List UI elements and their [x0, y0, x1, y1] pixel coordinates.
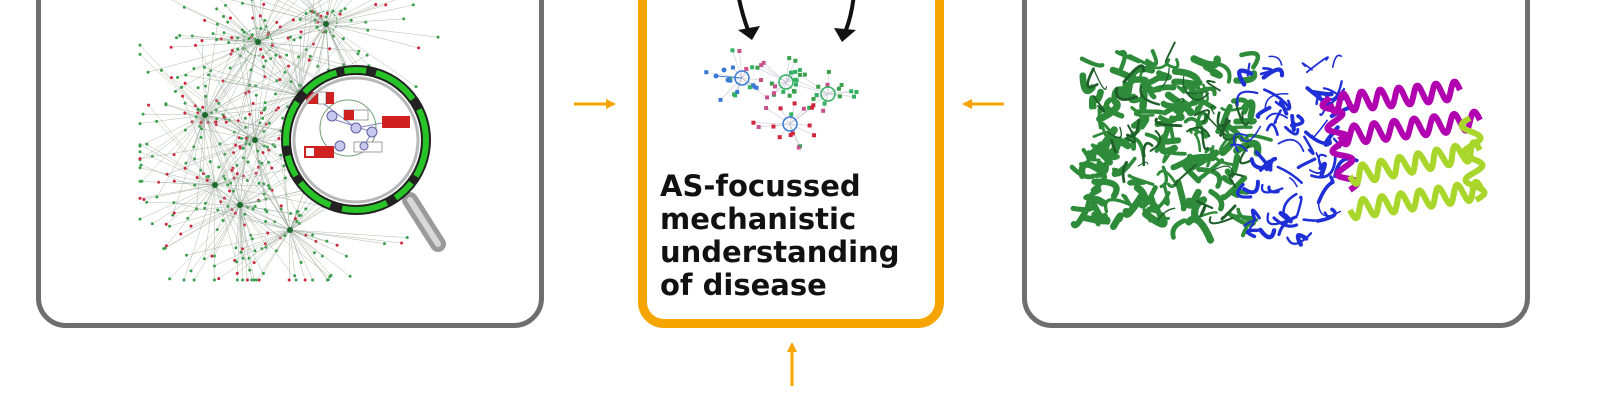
- orange-arrows: [574, 99, 1004, 386]
- subnetwork-icon: [704, 48, 859, 150]
- center-panel: [638, 0, 944, 328]
- left-panel: [36, 0, 544, 328]
- caption-line-3: understanding: [660, 235, 900, 269]
- protein-structure-icon: [1069, 41, 1488, 247]
- caption-line-2: mechanistic: [660, 202, 857, 236]
- right-panel: [1022, 0, 1530, 328]
- input-arrows: [737, 0, 856, 42]
- caption-line-1: AS-focussed: [660, 169, 861, 203]
- caption-line-4: of disease: [660, 268, 827, 302]
- magnifying-glass-icon: [281, 65, 446, 252]
- center-caption: AS-focussed mechanistic understanding of…: [660, 170, 940, 302]
- network-hairball-icon: [138, 0, 440, 282]
